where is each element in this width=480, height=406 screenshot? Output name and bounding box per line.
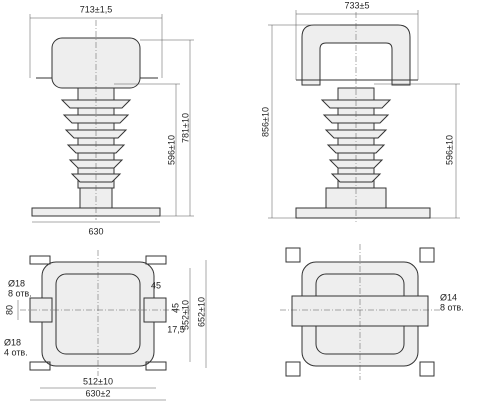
label: 8 отв.	[8, 288, 32, 298]
base	[295, 207, 431, 219]
front-view: 713±1,5 596±10 781±10 630	[29, 4, 194, 236]
side-view: 733±5 856±10 596±10	[260, 0, 460, 222]
dimension: 17,5	[167, 324, 185, 334]
top-view-right: Ø14 8 отв.	[280, 244, 464, 380]
dimension: 630±2	[86, 388, 111, 398]
top-view-left: Ø18 8 отв. 80 45 45 17,5 552±10 652±10 Ø…	[4, 250, 206, 401]
dimension: 512±10	[83, 376, 113, 386]
dimension: 552±10	[180, 300, 190, 330]
label: 4 отв.	[4, 347, 28, 357]
dimension: 45	[151, 280, 161, 290]
dimension: 713±1,5	[80, 4, 112, 14]
dimension: 630	[88, 226, 103, 236]
label: Ø18	[8, 278, 25, 288]
label: 8 отв.	[440, 302, 464, 312]
insulator	[60, 87, 132, 189]
insulator	[320, 87, 392, 189]
dimension: 45	[170, 303, 180, 313]
dimension: 733±5	[345, 0, 370, 10]
dimension: 596±10	[166, 135, 176, 165]
dimension: 596±10	[444, 135, 454, 165]
dimension: 781±10	[180, 113, 190, 143]
dimension: 652±10	[196, 297, 206, 327]
head	[301, 24, 411, 86]
label: Ø14	[440, 292, 457, 302]
dimension: 80	[4, 305, 14, 315]
label: Ø18	[4, 337, 21, 347]
dimension: 856±10	[260, 107, 270, 137]
